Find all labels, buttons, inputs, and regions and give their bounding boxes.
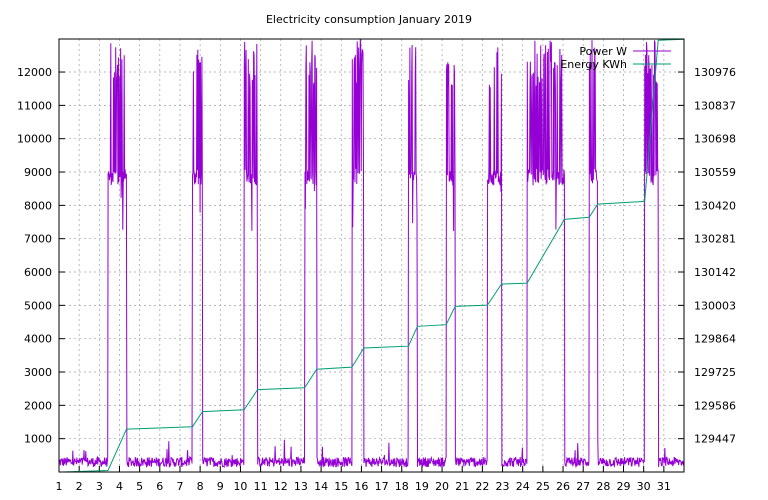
x-tick-label: 2 [76,480,83,493]
energy-line [59,39,684,472]
y2-tick-label: 129586 [694,399,736,412]
x-tick-label: 23 [496,480,510,493]
y2-tick-label: 130142 [694,266,736,279]
x-tick-label: 7 [176,480,183,493]
y1-axis: 1000 2000 3000 4000 5000 6000 7000 8000 9000 1000… [17,66,65,446]
x-tick-label: 15 [334,480,348,493]
y2-tick-label: 129725 [694,366,736,379]
x-tick-label: 21 [455,480,469,493]
x-tick-label: 13 [294,480,308,493]
x-tick-label: 20 [435,480,449,493]
x-tick-label: 10 [233,480,247,493]
y2-tick-label: 130698 [694,133,736,146]
grid [59,39,684,472]
y1-tick-label: 4000 [24,333,52,346]
x-tick-label: 30 [637,480,651,493]
x-tick-label: 19 [415,480,429,493]
x-tick-label: 14 [314,480,328,493]
plot-border [58,38,685,473]
y2-tick-label: 130003 [694,299,736,312]
y1-tick-label: 12000 [17,66,52,79]
y2-axis: 129447 129586 129725 129864 130003 130142 1302… [678,66,736,446]
x-tick-label: 12 [274,480,288,493]
x-tick-label: 16 [354,480,368,493]
y2-tick-label: 129447 [694,433,736,446]
legend: Power W Energy KWh [560,45,671,71]
x-tick-label: 3 [96,480,103,493]
x-tick-label: 24 [516,480,530,493]
x-tick-label: 1 [56,480,63,493]
power-series [59,39,684,469]
chart-title: Electricity consumption January 2019 [266,13,472,26]
legend-label-power: Power W [579,45,627,58]
x-tick-label: 9 [217,480,224,493]
y1-tick-label: 11000 [17,99,52,112]
y1-tick-label: 8000 [24,199,52,212]
y1-tick-label: 7000 [24,233,52,246]
y2-tick-label: 130420 [694,199,736,212]
x-tick-label: 31 [657,480,671,493]
x-axis: 1 2 3 4 5 6 7 8 9 10 11 12 13 14 15 16 17 18 19 20 21 22 23 24 2… [56,466,671,493]
x-tick-label: 6 [156,480,163,493]
x-tick-label: 11 [254,480,268,493]
y1-tick-label: 5000 [24,299,52,312]
x-tick-label: 26 [556,480,570,493]
power-line [59,39,684,469]
y1-tick-label: 6000 [24,266,52,279]
x-tick-label: 27 [576,480,590,493]
x-tick-label: 22 [475,480,489,493]
x-tick-label: 18 [395,480,409,493]
x-tick-label: 25 [536,480,550,493]
y1-tick-label: 2000 [24,399,52,412]
x-tick-label: 29 [617,480,631,493]
y2-tick-label: 130976 [694,66,736,79]
y2-tick-label: 130281 [694,233,736,246]
x-tick-label: 4 [116,480,123,493]
legend-label-energy: Energy KWh [560,58,627,71]
y1-tick-label: 3000 [24,366,52,379]
y2-tick-label: 130559 [694,166,736,179]
x-tick-label: 28 [596,480,610,493]
x-tick-label: 5 [136,480,143,493]
y1-tick-label: 10000 [17,133,52,146]
y1-tick-label: 1000 [24,433,52,446]
energy-series [59,39,684,472]
y1-tick-label: 9000 [24,166,52,179]
x-tick-label: 17 [375,480,389,493]
x-tick-label: 8 [197,480,204,493]
y2-tick-label: 129864 [694,333,736,346]
y2-tick-label: 130837 [694,99,736,112]
